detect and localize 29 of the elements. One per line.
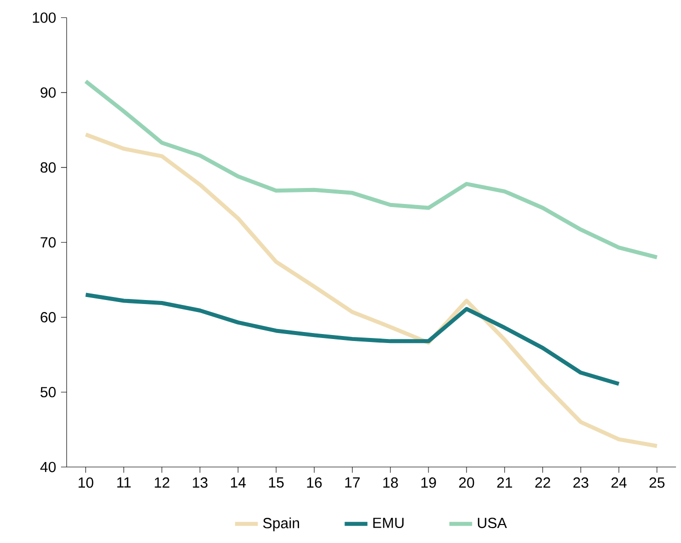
x-tick-label: 14 <box>230 477 246 488</box>
legend-label: Spain <box>263 518 300 532</box>
x-tick-label: 19 <box>421 477 436 488</box>
legend-label: USA <box>478 518 507 528</box>
y-tick-label: 60 <box>40 312 56 322</box>
legend-label: EMU <box>373 518 404 528</box>
x-tick-label: 15 <box>269 477 284 488</box>
x-tick-label: 24 <box>611 477 627 488</box>
x-tick-label: 23 <box>573 477 588 488</box>
y-tick-label: 50 <box>40 386 56 398</box>
y-tick-label: 40 <box>40 462 56 472</box>
y-tick-label: 90 <box>40 87 56 98</box>
x-tick-label: 18 <box>383 477 398 488</box>
y-tick-label: 70 <box>40 237 56 248</box>
x-tick-label: 20 <box>459 477 474 488</box>
line-series <box>84 79 659 260</box>
y-tick-label: 100 <box>32 12 56 23</box>
line-series <box>84 292 621 386</box>
x-tick-label: 21 <box>497 477 512 488</box>
line-series <box>84 132 659 448</box>
x-tick-label: 17 <box>345 477 360 488</box>
x-tick-label: 12 <box>154 477 170 488</box>
x-tick-label: 25 <box>650 477 664 488</box>
x-tick-label: 22 <box>535 477 550 488</box>
x-tick-label: 13 <box>192 477 208 488</box>
y-tick-label: 80 <box>40 162 56 173</box>
x-tick-label: 16 <box>307 477 322 488</box>
x-tick-label: 11 <box>117 477 131 488</box>
x-tick-label: 10 <box>78 477 94 488</box>
